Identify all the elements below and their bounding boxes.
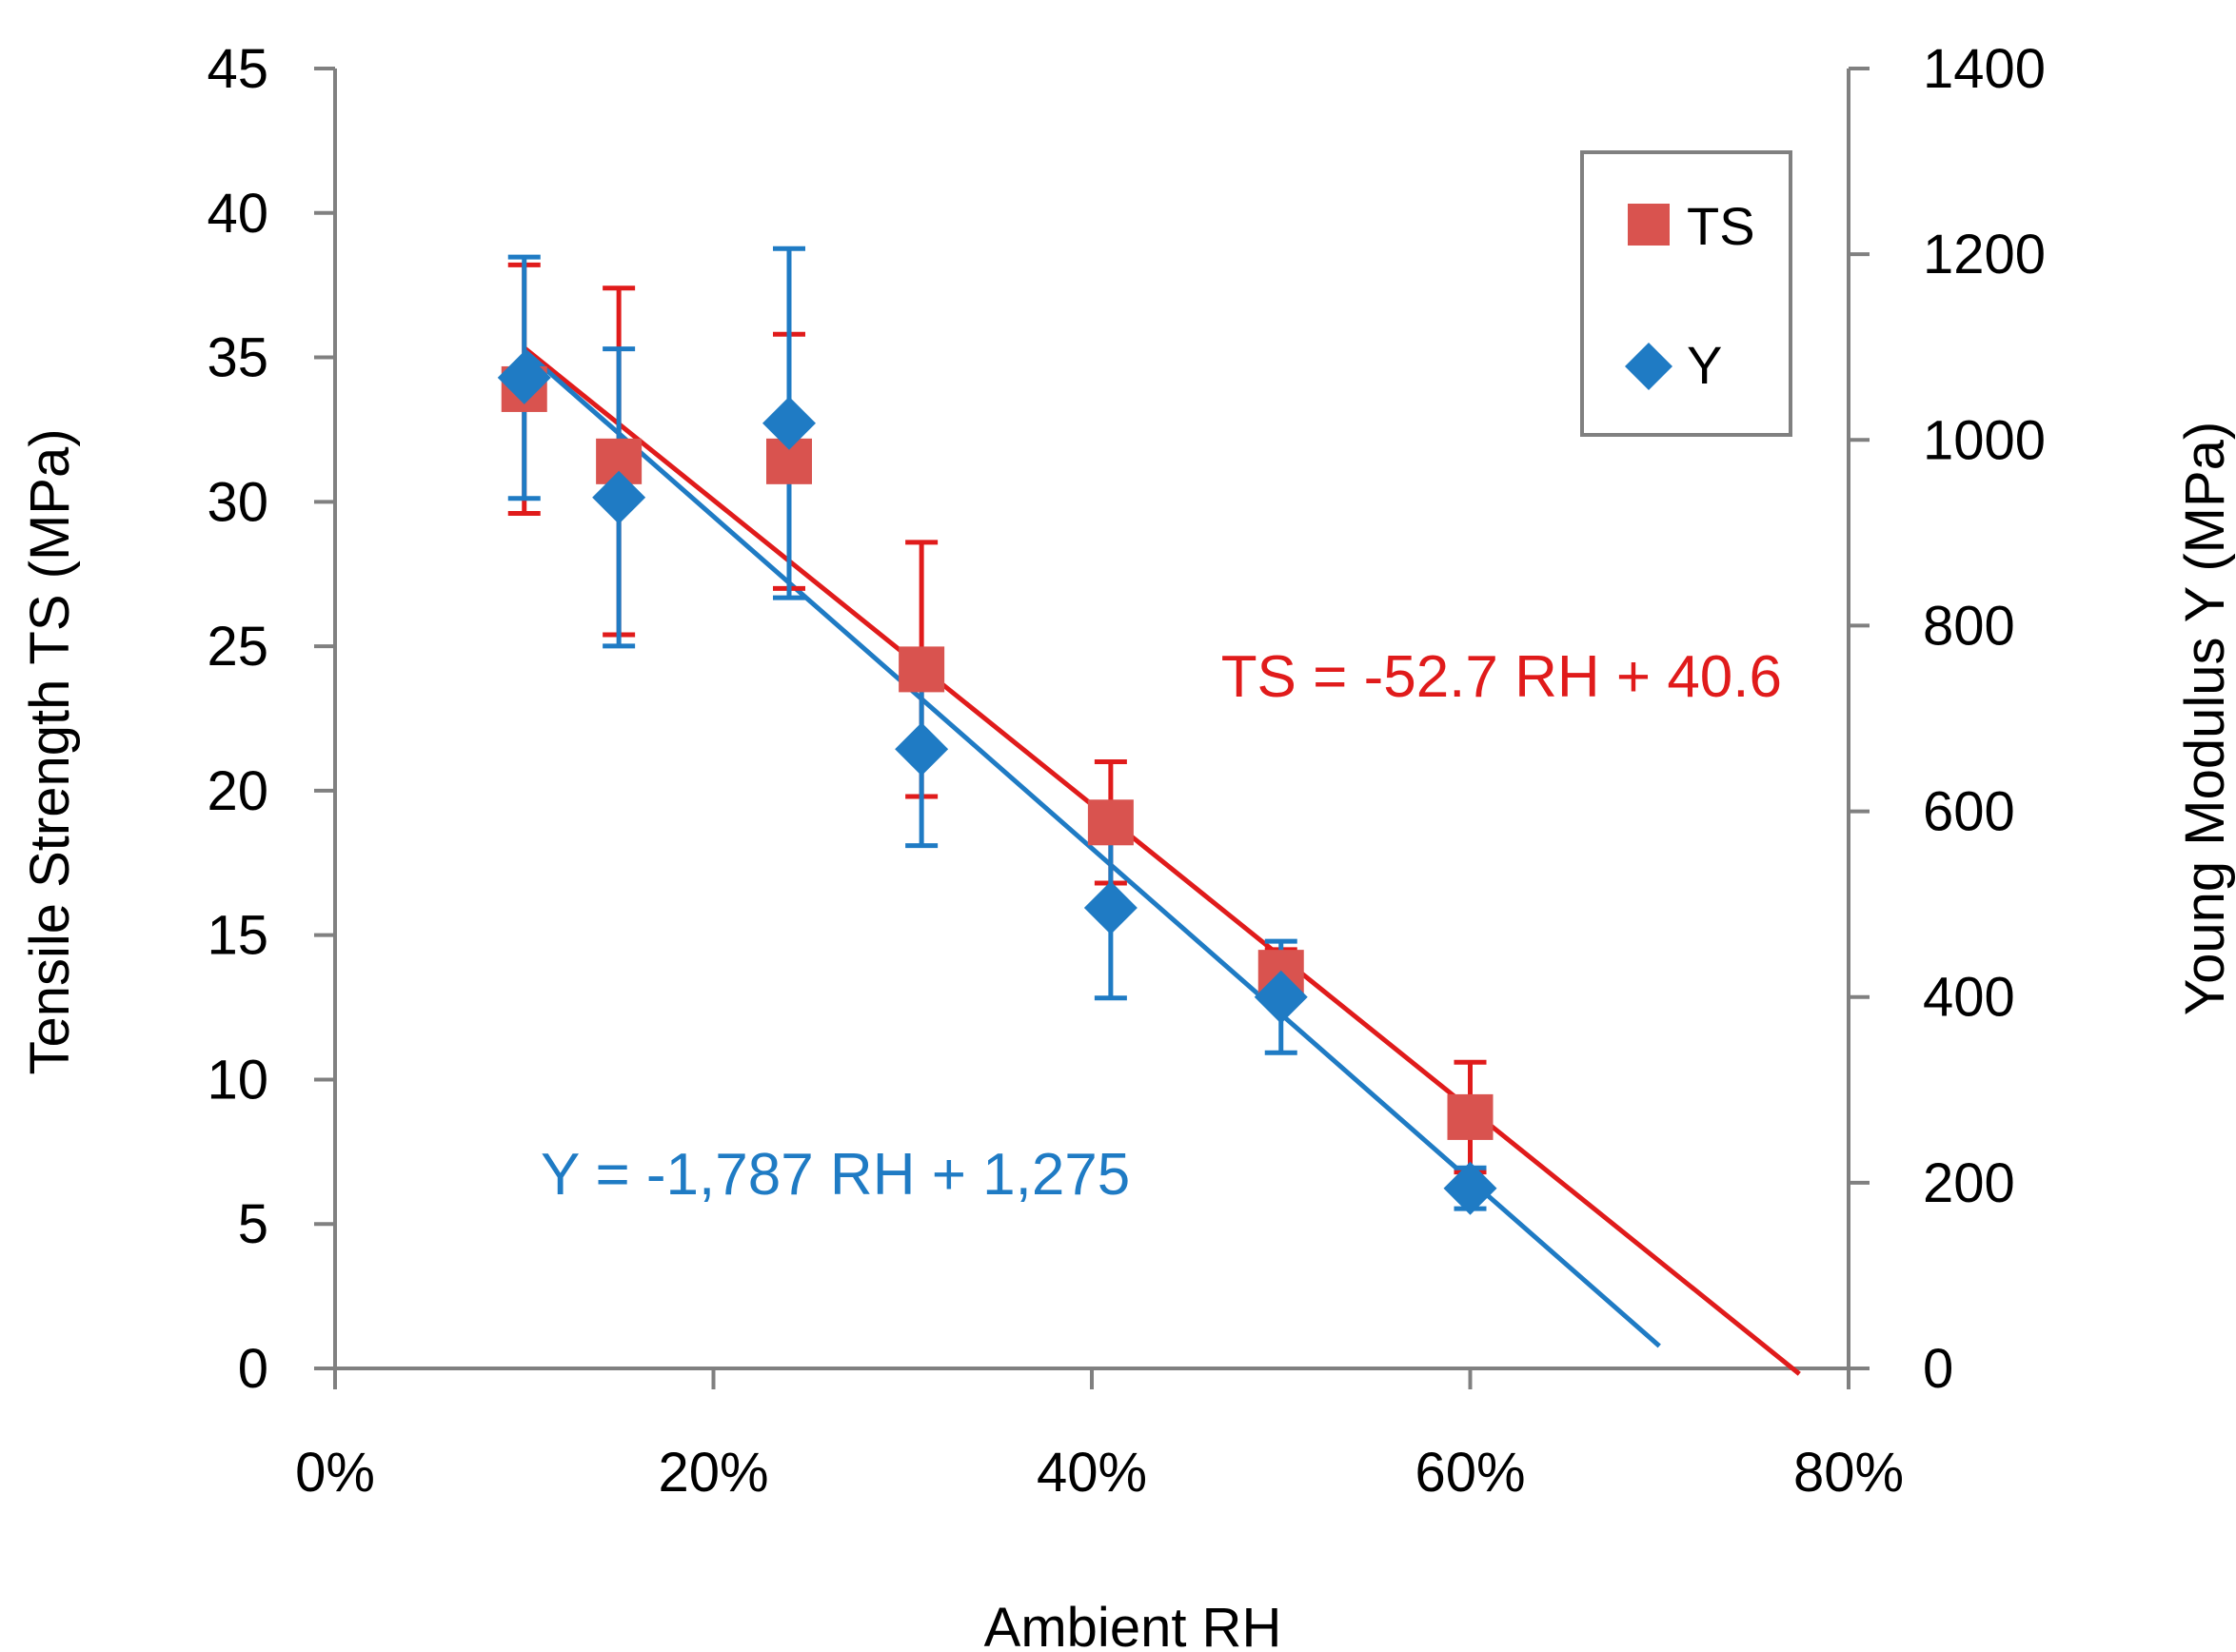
right-y-tick-label: 400 (1923, 967, 2015, 1029)
left-y-tick-label: 25 (207, 616, 268, 678)
left-y-tick-label: 15 (207, 905, 268, 967)
trendlines (523, 345, 1801, 1376)
error-bars (507, 246, 1487, 1211)
axes (314, 67, 1870, 1389)
right-y-tick-label: 0 (1923, 1338, 1953, 1400)
x-tick-label: 20% (658, 1442, 768, 1504)
x-tick-label: 60% (1415, 1442, 1525, 1504)
left-y-tick-label: 45 (207, 38, 268, 100)
y-data-point (1254, 970, 1308, 1024)
left-y-tick-label: 20 (207, 760, 268, 822)
ts-data-point (1447, 1093, 1494, 1140)
tick-labels: 0 5 10 15 20 25 30 35 40 45 0 200 400 600 800 1000 1200 1… (207, 38, 2046, 1504)
right-y-axis-title: Young Modulus Y (MPa) (2174, 422, 2236, 1015)
left-y-tick-label: 10 (207, 1049, 268, 1111)
x-tick-label: 40% (1037, 1442, 1147, 1504)
legend-y-marker (1625, 343, 1672, 390)
ts-trendline (523, 345, 1801, 1376)
ts-data-point (1087, 799, 1134, 846)
legend-ts-marker (1628, 204, 1670, 246)
y-data-point (1083, 881, 1138, 935)
y-data-point (762, 396, 816, 450)
ts-trendline-equation: TS = -52.7 RH + 40.6 (1221, 644, 1782, 710)
right-y-tick-label: 1000 (1923, 409, 2046, 471)
x-tick-label: 80% (1793, 1442, 1904, 1504)
y-trendline-equation: Y = -1,787 RH + 1,275 (541, 1142, 1130, 1208)
right-y-tick-label: 1200 (1923, 224, 2046, 285)
left-y-tick-label: 5 (238, 1193, 268, 1255)
right-y-tick-label: 200 (1923, 1152, 2015, 1214)
markers (497, 350, 1497, 1215)
left-y-tick-label: 30 (207, 471, 268, 533)
left-y-tick-label: 40 (207, 183, 268, 245)
right-y-tick-label: 800 (1923, 595, 2015, 657)
right-y-tick-label: 600 (1923, 781, 2015, 843)
legend-ts-label: TS (1687, 196, 1755, 256)
y-data-point (592, 470, 646, 524)
y-data-point (497, 350, 551, 404)
left-y-tick-label: 35 (207, 327, 268, 389)
legend: TS Y (1580, 150, 1792, 437)
legend-y-label: Y (1687, 335, 1722, 395)
x-axis-title: Ambient RH (984, 1597, 1282, 1652)
right-y-tick-label: 1400 (1923, 38, 2046, 100)
x-tick-label: 0% (295, 1442, 375, 1504)
left-y-tick-label: 0 (238, 1338, 268, 1400)
ts-data-point (899, 646, 945, 693)
y-data-point (895, 722, 949, 777)
y-data-point (1443, 1161, 1497, 1215)
legend-box (1580, 150, 1792, 437)
left-y-axis-title: Tensile Strength TS (MPa) (19, 428, 81, 1074)
